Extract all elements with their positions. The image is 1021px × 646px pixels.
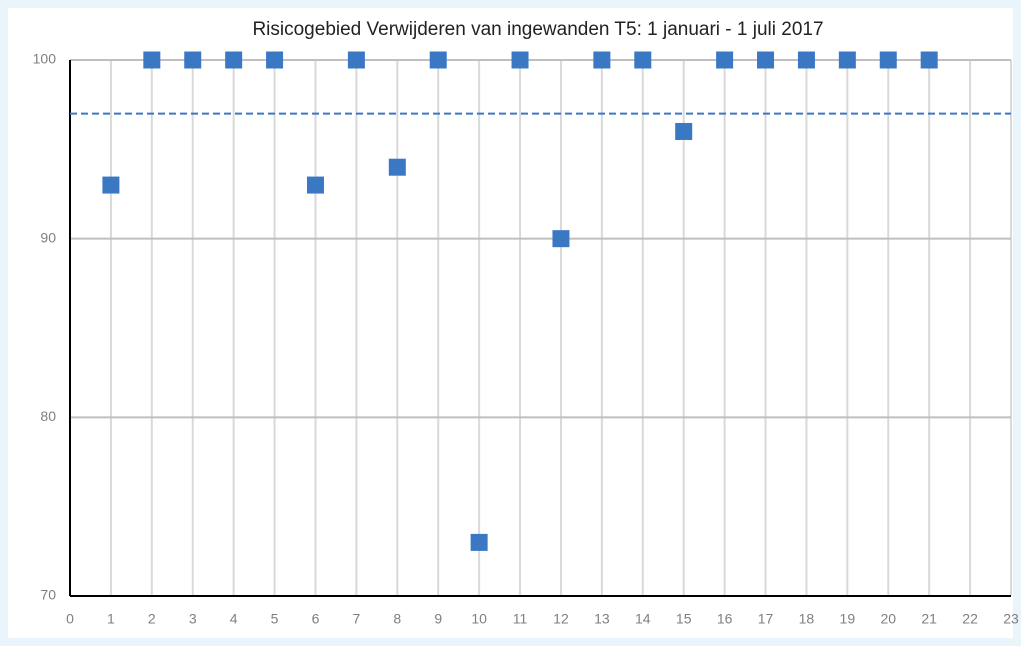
x-tick-label: 11	[513, 611, 528, 627]
marker	[225, 51, 243, 69]
x-tick-label: 2	[148, 611, 156, 627]
marker	[347, 51, 365, 69]
x-tick-label: 15	[676, 611, 692, 627]
x-tick-label: 6	[312, 611, 320, 627]
x-tick-label: 13	[594, 611, 610, 627]
x-tick-label: 9	[434, 611, 442, 627]
marker	[593, 51, 611, 69]
x-tick-label: 20	[880, 611, 896, 627]
y-tick-label: 80	[40, 408, 56, 424]
x-tick-label: 10	[471, 611, 487, 627]
y-tick-label: 70	[40, 587, 56, 603]
x-tick-label: 7	[352, 611, 360, 627]
marker	[757, 51, 775, 69]
y-tick-label: 90	[40, 229, 56, 245]
marker	[634, 51, 652, 69]
x-tick-label: 19	[840, 611, 856, 627]
marker	[797, 51, 815, 69]
marker	[470, 533, 488, 551]
marker	[552, 230, 570, 248]
x-tick-label: 12	[553, 611, 569, 627]
chart-title: Risicogebied Verwijderen van ingewanden …	[252, 19, 823, 40]
marker	[388, 158, 406, 176]
x-tick-label: 14	[635, 611, 651, 627]
marker	[879, 51, 897, 69]
marker	[429, 51, 447, 69]
x-tick-label: 16	[717, 611, 733, 627]
x-tick-label: 5	[271, 611, 279, 627]
x-tick-label: 21	[921, 611, 937, 627]
marker	[920, 51, 938, 69]
marker	[838, 51, 856, 69]
x-tick-label: 23	[1003, 611, 1019, 627]
marker	[184, 51, 202, 69]
marker	[143, 51, 161, 69]
x-tick-label: 8	[393, 611, 401, 627]
x-tick-label: 3	[189, 611, 197, 627]
marker	[675, 122, 693, 140]
marker	[266, 51, 284, 69]
x-tick-label: 1	[107, 611, 115, 627]
y-tick-label: 100	[33, 51, 57, 67]
x-tick-label: 22	[962, 611, 978, 627]
x-tick-label: 0	[66, 611, 74, 627]
marker	[306, 176, 324, 194]
x-tick-label: 17	[758, 611, 774, 627]
chart-background	[8, 8, 1013, 638]
x-tick-label: 18	[799, 611, 815, 627]
marker	[716, 51, 734, 69]
marker	[511, 51, 529, 69]
x-tick-label: 4	[230, 611, 238, 627]
marker	[102, 176, 120, 194]
